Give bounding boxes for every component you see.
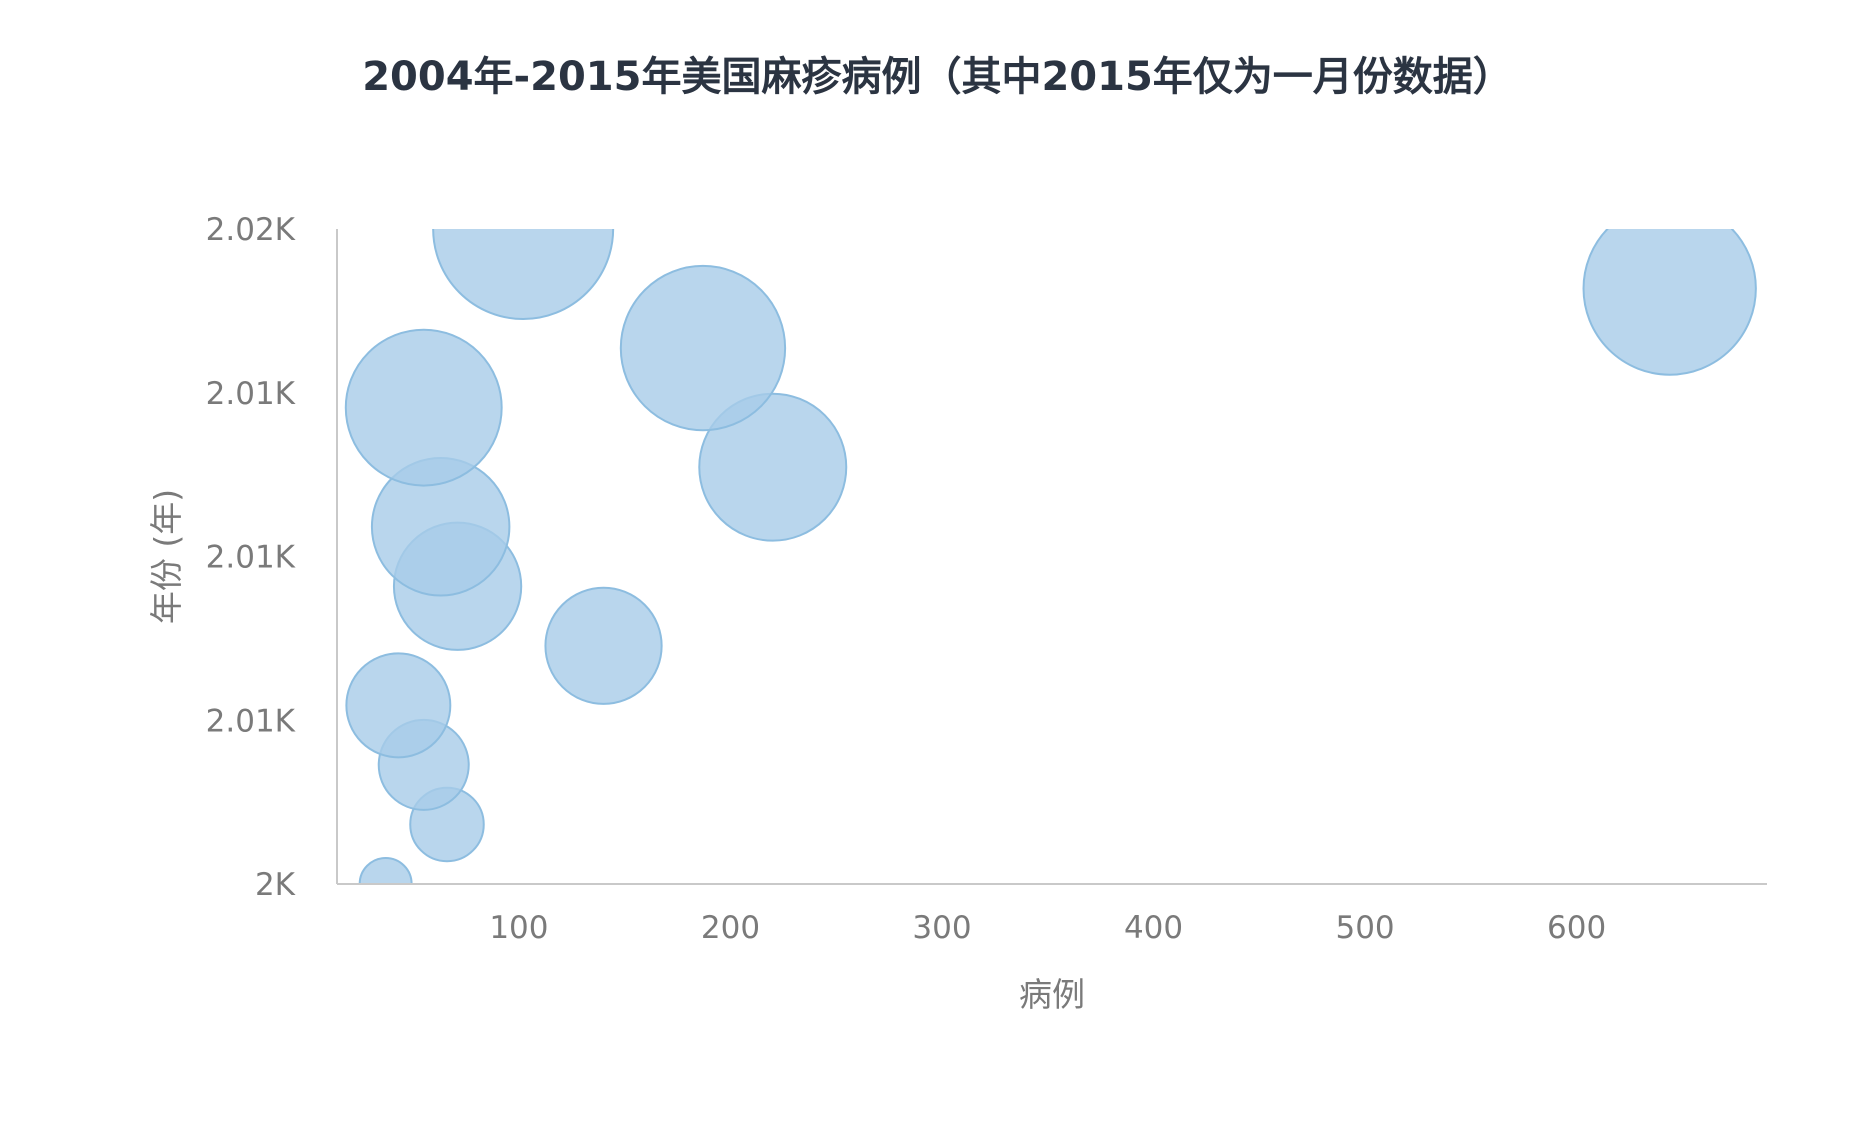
bubble-2008[interactable] xyxy=(544,586,663,705)
bubble-2011[interactable] xyxy=(698,392,848,542)
y-tick-label: 2.01K xyxy=(206,703,296,739)
y-tick-label: 2.01K xyxy=(206,540,296,576)
x-tick-label: 300 xyxy=(912,910,971,946)
x-tick-label: 500 xyxy=(1335,910,1394,946)
bubble-2014[interactable] xyxy=(1582,202,1757,376)
y-axis-title: 年份 (年) xyxy=(147,489,186,624)
x-tick-labels: 100 200 300 400 500 600 xyxy=(489,910,1606,946)
x-tick-label: 400 xyxy=(1124,910,1183,946)
chart-title: 2004年-2015年美国麻疹病例（其中2015年仅为一月份数据） xyxy=(362,54,1513,100)
y-tick-label: 2.02K xyxy=(206,212,296,248)
bubble-2012[interactable] xyxy=(344,328,503,487)
bubble-layer xyxy=(344,139,1757,884)
x-axis-title: 病例 xyxy=(1019,975,1085,1014)
x-tick-label: 600 xyxy=(1547,910,1606,946)
y-tick-label: 2.01K xyxy=(206,376,296,412)
x-tick-label: 100 xyxy=(489,910,548,946)
bubble-2013[interactable] xyxy=(619,264,787,432)
y-tick-labels: 2K 2.01K 2.01K 2.01K 2.02K xyxy=(206,212,296,903)
x-tick-label: 200 xyxy=(701,910,760,946)
bubble-2007[interactable] xyxy=(345,652,452,759)
bubble-2015[interactable] xyxy=(432,139,615,320)
y-tick-label: 2K xyxy=(255,867,296,903)
